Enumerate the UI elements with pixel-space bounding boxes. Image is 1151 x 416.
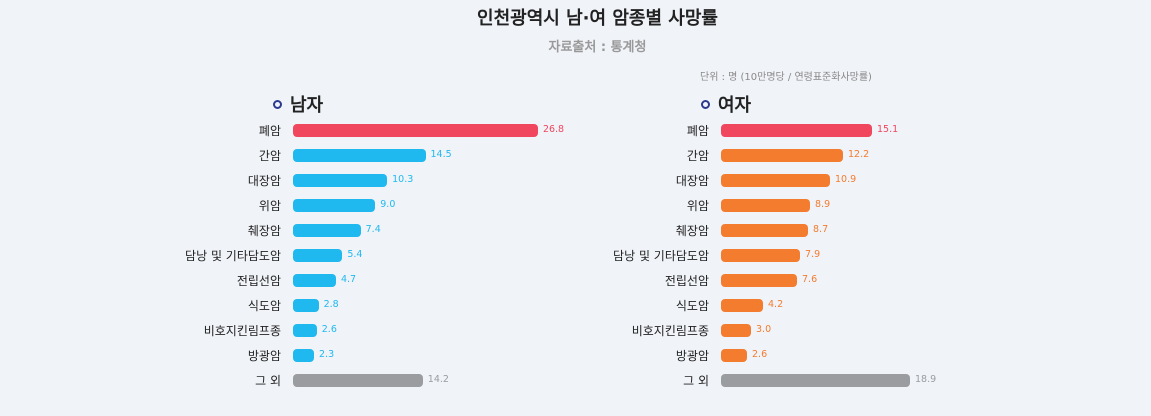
bar-row: 식도암 2.8	[168, 297, 588, 313]
value-label: 8.9	[815, 199, 831, 210]
bar	[721, 124, 872, 137]
bar	[293, 224, 361, 237]
bar-row: 담낭 및 기타담도암 7.9	[596, 247, 1016, 263]
value-label: 8.7	[813, 224, 829, 235]
bar	[293, 174, 388, 187]
bar	[721, 199, 810, 212]
bar	[293, 124, 538, 137]
value-label: 15.1	[877, 124, 899, 135]
bar-row: 췌장암 8.7	[596, 222, 1016, 238]
category-label: 폐암	[258, 124, 281, 138]
category-label: 식도암	[247, 299, 281, 313]
bar-row: 그 외 18.9	[596, 372, 1016, 388]
category-label: 대장암	[675, 174, 709, 188]
category-label: 비호지킨림프종	[631, 324, 709, 338]
bar	[293, 149, 426, 162]
bar	[721, 224, 808, 237]
value-label: 4.7	[340, 274, 357, 285]
value-label: 10.9	[835, 174, 857, 185]
value-label: 2.6	[321, 324, 337, 335]
value-label: 14.2	[427, 374, 449, 385]
bar-row: 전립선암 4.7	[168, 272, 588, 288]
male-panel-title: 남자	[273, 91, 323, 117]
bar	[293, 349, 315, 362]
bar	[293, 274, 336, 287]
value-label: 7.4	[365, 224, 381, 235]
bar	[293, 199, 376, 212]
female-panel-title: 여자	[701, 91, 751, 117]
bar-row: 위암 8.9	[596, 197, 1016, 213]
value-label: 2.8	[323, 299, 339, 310]
bar-row: 대장암 10.3	[168, 172, 588, 188]
value-label: 18.9	[915, 374, 937, 385]
bar-row: 방광암 2.6	[596, 347, 1016, 363]
category-label: 전립선암	[664, 274, 709, 288]
category-label: 간암	[258, 149, 281, 163]
unit-note: 단위 : 명 (10만명당 / 연령표준화사망률)	[700, 72, 872, 83]
bar-row: 비호지킨림프종 2.6	[168, 322, 588, 338]
bar	[293, 249, 343, 262]
bullet-icon	[273, 99, 282, 109]
category-label: 위암	[258, 199, 281, 213]
category-label: 비호지킨림프종	[203, 324, 281, 338]
source-subtitle: 자료출처 : 통계청	[548, 40, 647, 55]
bar	[721, 324, 751, 337]
bar-row: 식도암 4.2	[596, 297, 1016, 313]
bar-row: 간암 14.5	[168, 147, 588, 163]
bar	[721, 174, 830, 187]
value-label: 5.4	[347, 249, 363, 260]
bar	[293, 374, 423, 387]
category-label: 식도암	[675, 299, 709, 313]
category-label: 그 외	[255, 374, 281, 388]
value-label: 2.3	[319, 349, 335, 360]
bar	[721, 299, 763, 312]
value-label: 3.0	[756, 324, 772, 335]
panel-title-text: 여자	[718, 95, 752, 116]
bar-row: 췌장암 7.4	[168, 222, 588, 238]
value-label: 10.3	[392, 174, 414, 185]
bar-row: 간암 12.2	[596, 147, 1016, 163]
value-label: 4.2	[768, 299, 784, 310]
category-label: 담낭 및 기타담도암	[185, 249, 281, 263]
bar	[721, 149, 843, 162]
value-label: 7.6	[802, 274, 818, 285]
category-label: 췌장암	[675, 224, 709, 238]
panel-title-text: 남자	[290, 95, 324, 116]
bar-row: 폐암 15.1	[596, 122, 1016, 138]
category-label: 그 외	[683, 374, 709, 388]
bar-row: 위암 9.0	[168, 197, 588, 213]
bar-row: 전립선암 7.6	[596, 272, 1016, 288]
bar-row: 대장암 10.9	[596, 172, 1016, 188]
bar	[293, 324, 317, 337]
value-label: 12.2	[848, 149, 870, 160]
category-label: 방광암	[675, 349, 709, 363]
value-label: 9.0	[380, 199, 396, 210]
category-label: 췌장암	[247, 224, 281, 238]
category-label: 간암	[686, 149, 709, 163]
bar	[721, 274, 797, 287]
category-label: 대장암	[247, 174, 281, 188]
bar	[721, 374, 910, 387]
category-label: 폐암	[686, 124, 709, 138]
value-label: 2.6	[752, 349, 768, 360]
bar-row: 그 외 14.2	[168, 372, 588, 388]
category-label: 담낭 및 기타담도암	[613, 249, 709, 263]
bar	[721, 249, 800, 262]
bar-row: 폐암 26.8	[168, 122, 588, 138]
value-label: 14.5	[430, 149, 452, 160]
bullet-icon	[701, 99, 710, 109]
bar-row: 비호지킨림프종 3.0	[596, 322, 1016, 338]
value-label: 7.9	[805, 249, 821, 260]
bar-row: 담낭 및 기타담도암 5.4	[168, 247, 588, 263]
bar	[293, 299, 319, 312]
category-label: 위암	[686, 199, 709, 213]
category-label: 전립선암	[236, 274, 281, 288]
bar	[721, 349, 747, 362]
chart-title: 인천광역시 남·여 암종별 사망률	[477, 8, 718, 29]
value-label: 26.8	[542, 124, 565, 135]
bar-row: 방광암 2.3	[168, 347, 588, 363]
category-label: 방광암	[247, 349, 281, 363]
